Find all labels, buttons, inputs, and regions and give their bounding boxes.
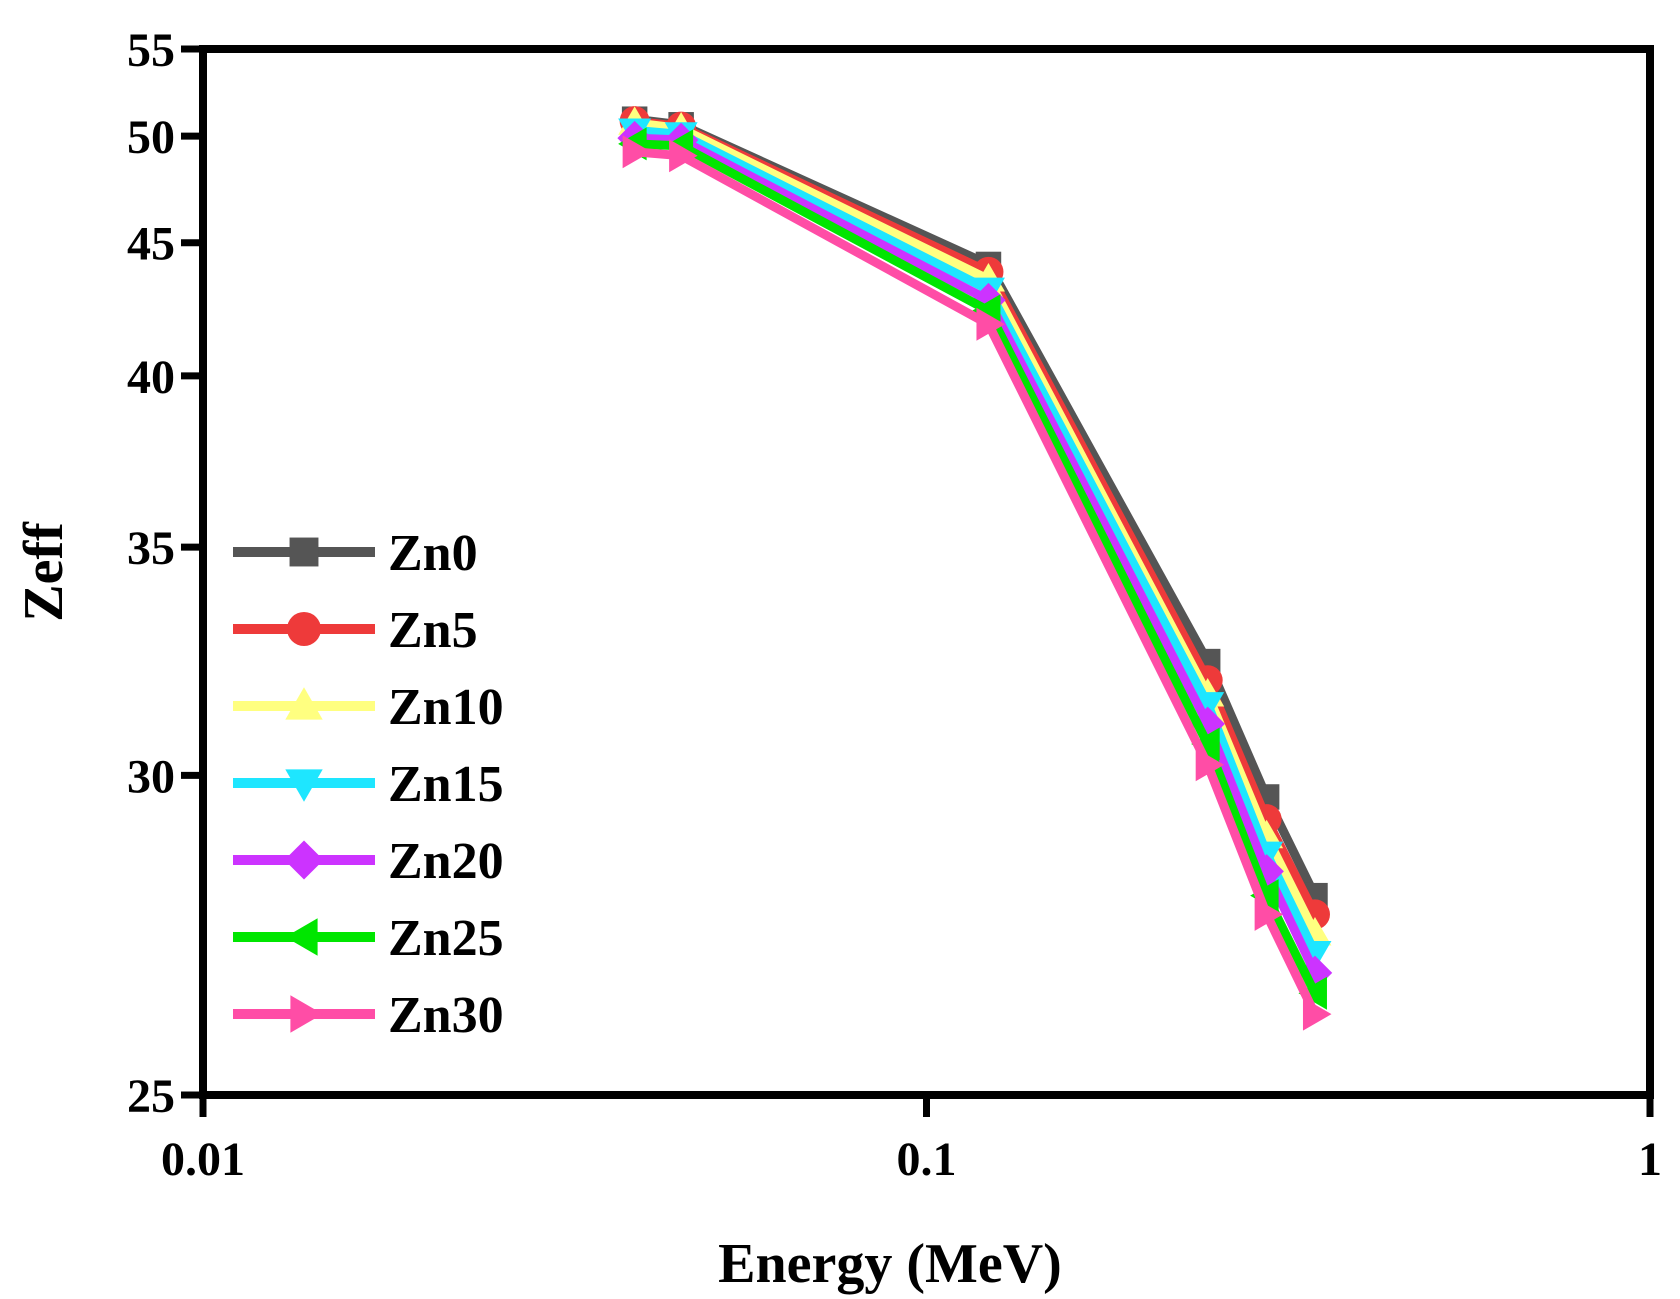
y-axis-label: Zeff	[13, 521, 75, 622]
legend-label-zn0: Zn0	[388, 525, 478, 582]
legend-item-zn20: Zn20	[233, 833, 504, 890]
x-tick-label: 0.1	[897, 1133, 957, 1186]
x-axis-label: Energy (MeV)	[718, 1233, 1062, 1295]
y-tick-label: 50	[127, 111, 175, 164]
legend-marker-zn15	[285, 769, 323, 802]
legend-label-zn10: Zn10	[388, 679, 504, 736]
x-axis-ticks: 0.01 0.1 1	[161, 1095, 1662, 1186]
legend-marker-zn25	[285, 918, 318, 956]
data-point-zn30	[1254, 897, 1284, 931]
legend-item-zn15: Zn15	[233, 756, 504, 813]
legend: Zn0 Zn5 Zn10 Zn15 Zn20 Zn25 Zn30	[233, 525, 504, 1044]
data-point-zn30	[1302, 997, 1332, 1031]
legend-marker-zn10	[285, 687, 323, 720]
y-tick-label: 40	[127, 351, 175, 404]
series-layer	[617, 106, 1333, 1031]
y-tick-label: 30	[127, 750, 175, 803]
data-point-zn25	[1250, 879, 1279, 913]
legend-label-zn25: Zn25	[388, 910, 504, 967]
y-tick-label: 55	[127, 24, 175, 77]
legend-item-zn0: Zn0	[233, 525, 478, 582]
legend-label-zn20: Zn20	[388, 833, 504, 890]
y-axis-ticks: 25 30 35 40 45 50 55	[127, 24, 203, 1123]
x-tick-label: 0.01	[161, 1133, 245, 1186]
legend-item-zn10: Zn10	[233, 679, 504, 736]
series-zn20	[617, 120, 1333, 991]
legend-item-zn30: Zn30	[233, 987, 504, 1044]
legend-marker-zn5	[287, 612, 321, 646]
data-point-zn25	[1191, 727, 1220, 761]
legend-marker-zn0	[289, 537, 319, 567]
y-tick-label: 25	[127, 1070, 175, 1123]
series-line-zn10	[634, 118, 1320, 936]
data-point-zn25	[1298, 976, 1327, 1010]
legend-marker-zn20	[284, 840, 324, 880]
data-point-zn30	[1195, 748, 1225, 782]
data-point-zn30	[669, 139, 698, 173]
legend-item-zn5: Zn5	[233, 602, 478, 659]
data-point-zn30	[976, 307, 1005, 341]
series-line-zn5	[634, 116, 1320, 917]
y-tick-label: 45	[127, 218, 175, 271]
x-tick-label: 1	[1638, 1133, 1662, 1186]
data-point-zn30	[622, 135, 652, 169]
legend-item-zn25: Zn25	[233, 910, 504, 967]
legend-label-zn15: Zn15	[388, 756, 504, 813]
series-zn15	[618, 118, 1332, 970]
series-zn30	[622, 135, 1332, 1031]
legend-label-zn30: Zn30	[388, 987, 504, 1044]
y-tick-label: 35	[127, 522, 175, 575]
legend-marker-zn30	[290, 995, 323, 1033]
legend-label-zn5: Zn5	[388, 602, 478, 659]
